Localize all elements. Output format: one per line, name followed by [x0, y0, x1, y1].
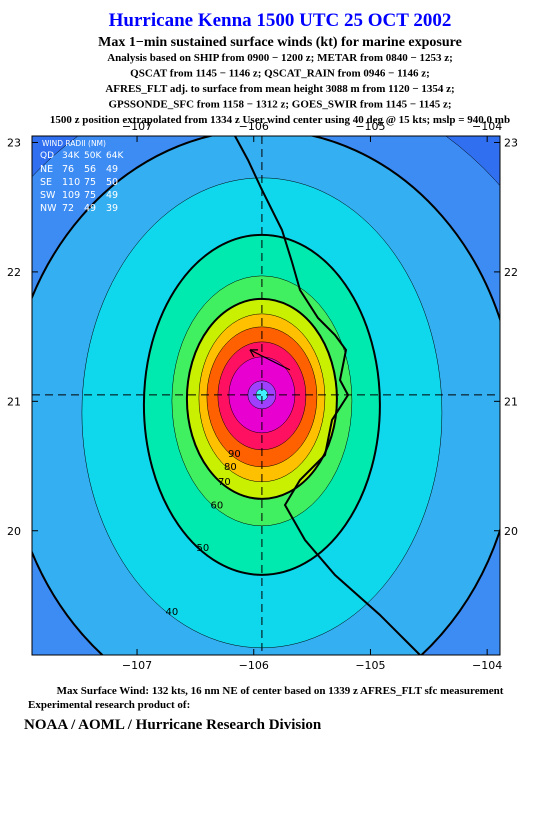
contour-label: 80 — [224, 462, 237, 473]
analysis-note: GPSSONDE_SFC from 1158 − 1312 z; GOES_SW… — [108, 99, 451, 111]
y-tick-label: 23 — [504, 136, 518, 149]
analysis-note: QSCAT from 1145 − 1146 z; QSCAT_RAIN fro… — [130, 68, 430, 80]
wind-radii-header: 34K — [62, 151, 80, 161]
contour-label: 40 — [166, 607, 179, 618]
x-tick-label: −105 — [355, 120, 385, 133]
max-wind: Max Surface Wind: 132 kts, 16 nm NE of c… — [57, 685, 504, 697]
wind-radii-cell: SE — [40, 177, 52, 188]
x-tick-label: −104 — [472, 120, 502, 133]
x-tick-label: −106 — [239, 659, 269, 672]
x-tick-label: −104 — [472, 659, 502, 672]
subtitle: Max 1−min sustained surface winds (kt) f… — [98, 35, 462, 50]
contour-label: 30 — [128, 671, 141, 682]
contour-label: 60 — [211, 500, 224, 511]
organization: NOAA / AOML / Hurricane Research Divisio… — [24, 717, 322, 733]
title: Hurricane Kenna 1500 UTC 25 OCT 2002 — [109, 10, 452, 31]
wind-radii-cell: 49 — [106, 164, 118, 175]
wind-radii-header: 64K — [106, 151, 124, 161]
y-tick-label: 20 — [7, 525, 21, 538]
analysis-note: Analysis based on SHIP from 0900 − 1200 … — [107, 52, 453, 64]
y-tick-label: 21 — [504, 395, 518, 408]
wind-radii-cell: 56 — [84, 164, 96, 175]
wind-radii-cell: 49 — [84, 203, 96, 214]
y-tick-label: 22 — [504, 266, 518, 279]
x-tick-label: −107 — [122, 120, 152, 133]
wind-radii-cell: NW — [40, 203, 57, 214]
analysis-note: AFRES_FLT adj. to surface from mean heig… — [105, 83, 454, 95]
x-tick-label: −106 — [239, 120, 269, 133]
wind-radii-cell: 76 — [62, 164, 74, 175]
y-tick-label: 23 — [7, 136, 21, 149]
wind-radii-cell: SW — [40, 190, 56, 201]
wind-radii-cell: 75 — [84, 177, 96, 188]
y-tick-label: 22 — [7, 266, 21, 279]
wind-radii-cell: 39 — [106, 203, 118, 214]
analysis-note: 1500 z position extrapolated from 1334 z… — [50, 114, 510, 126]
wind-radii-cell: 49 — [106, 190, 118, 201]
wind-radii-cell: 50 — [106, 177, 118, 188]
y-tick-label: 21 — [7, 395, 21, 408]
wind-radii-cell: 72 — [62, 203, 74, 214]
contour-label: 70 — [218, 477, 231, 488]
wind-radii-cell: 75 — [84, 190, 96, 201]
contour-label: 90 — [228, 449, 241, 460]
wind-radii-cell: 109 — [62, 190, 80, 201]
x-tick-label: −105 — [355, 659, 385, 672]
coastline — [234, 136, 421, 655]
frame — [31, 135, 501, 656]
wind-radii-cell: 110 — [62, 177, 80, 188]
wind-radii-header: 50K — [84, 151, 102, 161]
motion-arrow — [249, 349, 291, 371]
x-tick-label: −107 — [122, 659, 152, 672]
product-note: Experimental research product of: — [28, 699, 190, 711]
wind-radii-header: QD — [40, 151, 54, 161]
wind-radii-cell: NE — [40, 164, 53, 175]
contour-label: 50 — [197, 543, 210, 554]
wind-radii-title: WIND RADII (NM) — [42, 139, 106, 148]
plot-area: 20 30 40 50 60 70 80 90 — [32, 136, 500, 747]
y-tick-label: 20 — [504, 525, 518, 538]
contour-label: 20 — [91, 736, 104, 747]
